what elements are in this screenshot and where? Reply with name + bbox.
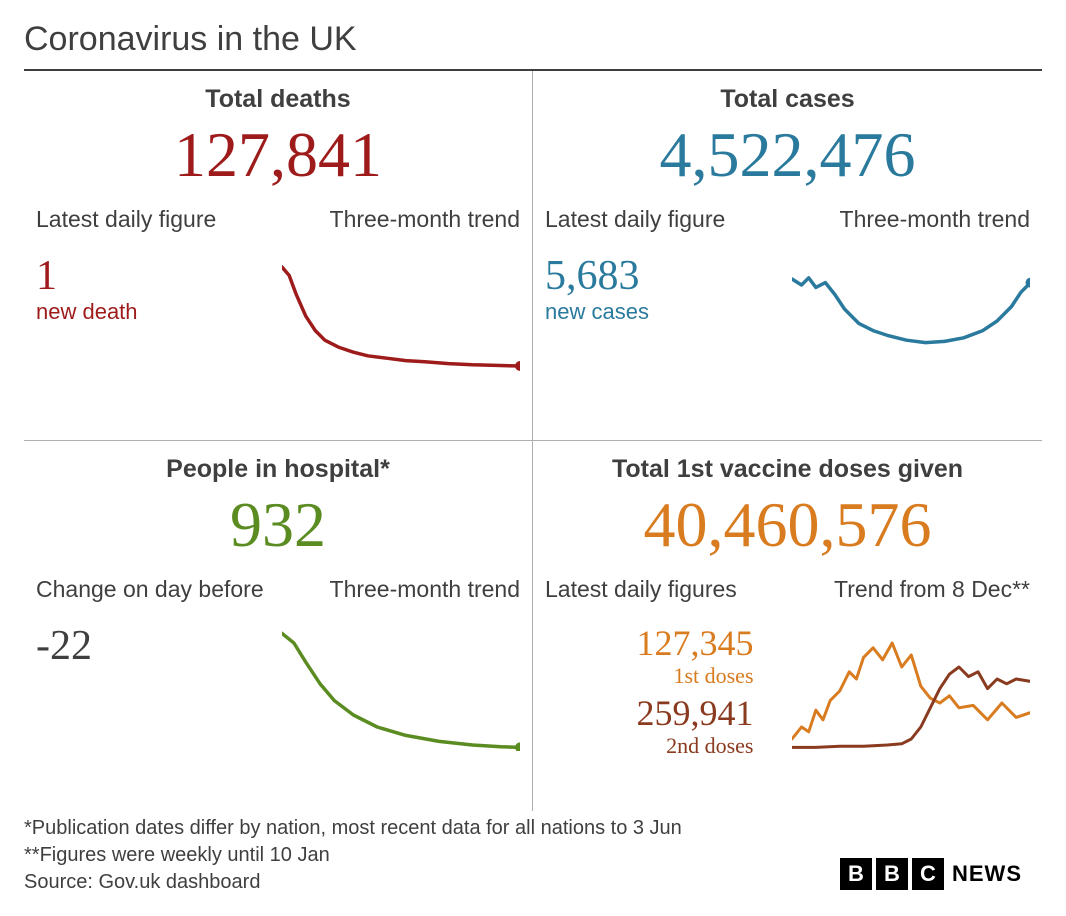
footnote-1: *Publication dates differ by nation, mos… bbox=[24, 815, 682, 842]
hospital-total: 932 bbox=[36, 490, 520, 560]
footer: *Publication dates differ by nation, mos… bbox=[24, 811, 1042, 896]
bbc-block-3: C bbox=[912, 858, 944, 890]
hospital-daily-value: -22 bbox=[36, 625, 274, 667]
panel-hospital: People in hospital* 932 Change on day be… bbox=[24, 441, 533, 811]
deaths-sparkline bbox=[282, 261, 520, 381]
panel-vaccine-title: Total 1st vaccine doses given bbox=[545, 455, 1030, 484]
panel-cases: Total cases 4,522,476 Latest daily figur… bbox=[533, 71, 1042, 441]
deaths-daily-label: Latest daily figure bbox=[36, 206, 274, 233]
vaccine-first-caption: 1st doses bbox=[673, 663, 753, 689]
page-title: Coronavirus in the UK bbox=[24, 20, 1042, 71]
footnote-2: **Figures were weekly until 10 Jan bbox=[24, 842, 682, 869]
footnotes: *Publication dates differ by nation, mos… bbox=[24, 815, 682, 896]
panel-deaths-title: Total deaths bbox=[36, 85, 520, 114]
vaccine-first-value: 127,345 bbox=[637, 625, 754, 661]
panel-deaths: Total deaths 127,841 Latest daily figure… bbox=[24, 71, 533, 441]
cases-total: 4,522,476 bbox=[545, 120, 1030, 190]
vaccine-sparkline bbox=[792, 631, 1031, 751]
cases-daily-label: Latest daily figure bbox=[545, 206, 784, 233]
cases-sparkline bbox=[792, 261, 1031, 381]
vaccine-second-caption: 2nd doses bbox=[666, 733, 753, 759]
stats-grid: Total deaths 127,841 Latest daily figure… bbox=[24, 71, 1042, 811]
panel-vaccine: Total 1st vaccine doses given 40,460,576… bbox=[533, 441, 1042, 811]
vaccine-daily-label: Latest daily figures bbox=[545, 576, 784, 603]
cases-daily-caption: new cases bbox=[545, 299, 784, 325]
panel-cases-title: Total cases bbox=[545, 85, 1030, 114]
bbc-news-logo: B B C NEWS bbox=[840, 858, 1042, 896]
vaccine-total: 40,460,576 bbox=[545, 490, 1030, 560]
hospital-sparkline bbox=[282, 631, 520, 751]
deaths-daily-caption: new death bbox=[36, 299, 274, 325]
bbc-news-text: NEWS bbox=[952, 861, 1022, 887]
hospital-daily-label: Change on day before bbox=[36, 576, 274, 603]
hospital-trend-label: Three-month trend bbox=[282, 576, 520, 603]
cases-trend-label: Three-month trend bbox=[792, 206, 1031, 233]
vaccine-trend-label: Trend from 8 Dec** bbox=[792, 576, 1031, 603]
vaccine-second-value: 259,941 bbox=[637, 695, 754, 731]
deaths-total: 127,841 bbox=[36, 120, 520, 190]
bbc-block-2: B bbox=[876, 858, 908, 890]
cases-daily-value: 5,683 bbox=[545, 255, 784, 297]
deaths-daily-value: 1 bbox=[36, 255, 274, 297]
bbc-block-1: B bbox=[840, 858, 872, 890]
panel-hospital-title: People in hospital* bbox=[36, 455, 520, 484]
footnote-source: Source: Gov.uk dashboard bbox=[24, 869, 682, 896]
deaths-trend-label: Three-month trend bbox=[282, 206, 520, 233]
